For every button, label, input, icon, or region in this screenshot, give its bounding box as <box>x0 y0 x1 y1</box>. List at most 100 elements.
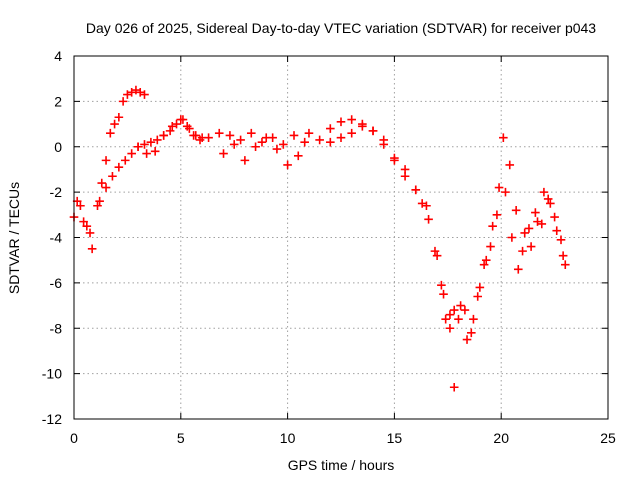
y-tick-label: 4 <box>54 48 62 64</box>
data-point <box>546 199 555 208</box>
data-point <box>176 115 186 124</box>
data-point <box>101 156 111 165</box>
data-point <box>336 133 346 142</box>
y-tick-label: -4 <box>50 230 63 246</box>
data-point <box>97 178 107 188</box>
data-point <box>127 149 136 158</box>
data-point <box>95 196 104 206</box>
data-point <box>533 217 542 226</box>
data-point <box>167 122 177 131</box>
data-point <box>437 280 446 290</box>
data-point <box>473 292 483 301</box>
data-point <box>82 221 92 231</box>
data-point <box>524 224 534 233</box>
data-point <box>400 171 410 181</box>
data-point <box>479 260 489 270</box>
data-point <box>390 153 399 163</box>
data-point <box>150 146 160 156</box>
data-point <box>449 382 459 392</box>
data-point <box>315 135 324 145</box>
data-point <box>251 142 260 152</box>
data-point <box>511 205 521 215</box>
data-point <box>165 126 175 136</box>
data-point <box>114 162 124 172</box>
data-point <box>140 90 149 99</box>
data-point <box>492 210 502 220</box>
data-point <box>304 128 314 138</box>
y-axis-label: SDTVAR / TECUs <box>6 182 22 294</box>
data-point <box>469 314 478 324</box>
data-point <box>449 305 459 315</box>
data-point <box>225 131 235 140</box>
data-point <box>300 137 309 147</box>
data-point <box>140 140 149 149</box>
data-point <box>114 112 124 122</box>
data-point <box>153 135 162 145</box>
data-point <box>526 242 536 251</box>
data-point <box>501 187 510 197</box>
data-point <box>558 251 568 260</box>
chart-title: Day 026 of 2025, Sidereal Day-to-day VTE… <box>86 20 596 36</box>
data-point <box>336 117 346 127</box>
x-tick-label: 15 <box>387 430 403 446</box>
data-point <box>488 221 497 231</box>
data-point <box>195 135 205 145</box>
data-point <box>229 140 239 149</box>
data-point <box>110 119 119 129</box>
data-point <box>531 208 540 217</box>
data-point <box>118 97 128 106</box>
data-point <box>518 246 527 256</box>
data-point <box>560 260 570 270</box>
y-tick-label: -2 <box>50 184 63 200</box>
data-point <box>101 183 111 192</box>
data-point <box>424 215 433 224</box>
data-point <box>261 133 271 142</box>
data-point <box>182 122 192 131</box>
y-tick-label: -8 <box>50 320 63 336</box>
grid <box>74 56 608 419</box>
data-point <box>133 142 143 152</box>
data-point <box>293 151 303 161</box>
data-point <box>240 156 250 165</box>
x-tick-label: 5 <box>177 430 185 446</box>
data-point <box>347 128 356 138</box>
x-tick-label: 25 <box>600 430 616 446</box>
x-tick-label: 10 <box>280 430 296 446</box>
data-point <box>283 160 292 170</box>
y-tick-label: 0 <box>54 139 62 155</box>
data-point <box>432 251 442 260</box>
y-tick-label: -6 <box>50 275 63 291</box>
data-point <box>120 156 130 165</box>
data-point <box>246 128 256 138</box>
data-point <box>550 212 559 222</box>
data-point <box>347 115 356 124</box>
data-point <box>72 196 82 206</box>
x-tick-label: 0 <box>70 430 78 446</box>
data-point <box>236 135 245 145</box>
y-tick-labels: 4 2 0 -2 -4 -6 -8 -10 -12 <box>42 48 62 427</box>
data-point <box>368 126 378 136</box>
data-point <box>326 124 335 133</box>
data-point <box>326 137 335 147</box>
data-point <box>219 149 228 158</box>
data-point <box>454 314 463 324</box>
data-point <box>379 140 389 149</box>
data-point <box>146 137 156 147</box>
data-point <box>456 301 465 310</box>
data-point <box>417 199 427 208</box>
data-point <box>539 187 549 197</box>
data-point <box>79 217 88 226</box>
data-point <box>214 128 224 138</box>
data-point <box>552 226 562 235</box>
data-point <box>441 314 450 324</box>
data-point <box>439 289 448 299</box>
data-point <box>411 185 421 195</box>
data-point <box>486 242 495 251</box>
data-point <box>494 183 504 192</box>
plot-frame <box>73 55 609 420</box>
data-point <box>513 264 523 274</box>
y-tick-label: 2 <box>54 93 62 109</box>
data-point <box>279 140 288 149</box>
data-point <box>189 131 198 140</box>
data-point <box>400 165 410 174</box>
